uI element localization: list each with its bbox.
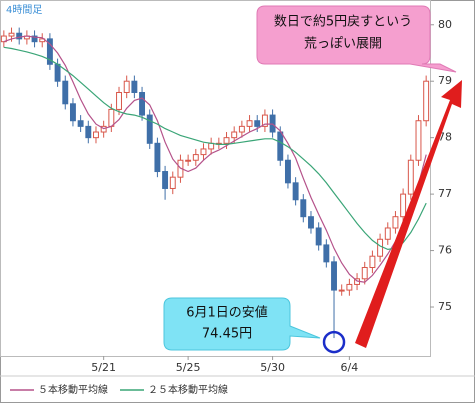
candle-body	[223, 137, 230, 144]
candle-body	[8, 32, 15, 37]
rebound-callout	[256, 5, 457, 73]
timeframe-label: 4時間足	[6, 4, 42, 16]
candle-body	[277, 131, 284, 161]
y-tick-label: 76	[438, 244, 452, 257]
candle-body	[16, 32, 23, 40]
y-tick-label: 77	[438, 187, 452, 200]
candle-body	[392, 216, 399, 229]
candle-body	[192, 154, 199, 161]
candle-body	[200, 148, 207, 156]
candle-body	[346, 283, 353, 291]
candle-body	[108, 108, 115, 127]
candle-body	[254, 120, 261, 127]
low-text: 74.45円	[202, 327, 252, 342]
legend-label: ２５本移動平均線	[148, 383, 228, 396]
candle-body	[69, 103, 76, 122]
rebound-text: 荒っぽい展開	[304, 37, 382, 52]
candle-body	[62, 80, 69, 105]
x-tick-label: 5/30	[260, 361, 285, 374]
candle-body	[139, 92, 146, 116]
candle-body	[169, 176, 176, 189]
candle-body	[338, 289, 345, 292]
candle-body	[323, 244, 330, 263]
candle-body	[377, 238, 384, 257]
y-tick-label: 80	[438, 18, 452, 31]
legend-label: ５本移動平均線	[38, 383, 108, 396]
candle-body	[208, 142, 215, 150]
plot-frame	[0, 0, 431, 357]
x-tick-label: 6/4	[341, 361, 359, 374]
candle-body	[284, 159, 291, 184]
x-tick-label: 5/25	[176, 361, 201, 374]
candle-body	[300, 199, 307, 218]
candle-body	[162, 171, 169, 189]
candle-body	[415, 120, 422, 161]
candle-body	[46, 38, 53, 65]
y-tick-label: 78	[438, 131, 452, 144]
candle-body	[154, 142, 161, 173]
candle-body	[384, 227, 391, 240]
candle-body	[185, 159, 192, 162]
x-tick-label: 5/21	[91, 361, 116, 374]
candle-body	[261, 114, 268, 127]
candle-body	[93, 131, 99, 139]
candle-body	[246, 120, 253, 127]
candle-body	[292, 182, 299, 201]
candle-body	[54, 63, 61, 82]
low-text: 6月1日の安値	[186, 305, 268, 321]
candle-body	[361, 267, 368, 280]
candle-body	[238, 125, 245, 133]
candle-body	[331, 261, 337, 291]
candle-body	[231, 131, 238, 139]
candle-body	[315, 227, 322, 246]
candle-body	[400, 193, 407, 218]
y-tick-label: 79	[438, 74, 452, 87]
candle-body	[131, 80, 138, 94]
candle-body	[77, 120, 84, 127]
moving-average-line	[3, 46, 427, 251]
candle-body	[146, 114, 153, 144]
y-tick-label: 75	[438, 300, 452, 313]
rebound-arrow	[355, 80, 462, 348]
moving-average-line	[3, 35, 427, 283]
candle-body	[85, 125, 92, 139]
low-callout	[163, 297, 321, 351]
candle-body	[407, 159, 414, 195]
candle-body	[369, 255, 376, 269]
low-marker	[322, 330, 346, 354]
candle-body	[308, 216, 314, 229]
rebound-text: 数日で約5円戻すという	[274, 15, 412, 30]
candle-body	[123, 80, 130, 94]
candle-body	[423, 80, 430, 122]
candle-body	[116, 92, 122, 110]
candle-body	[31, 35, 38, 43]
